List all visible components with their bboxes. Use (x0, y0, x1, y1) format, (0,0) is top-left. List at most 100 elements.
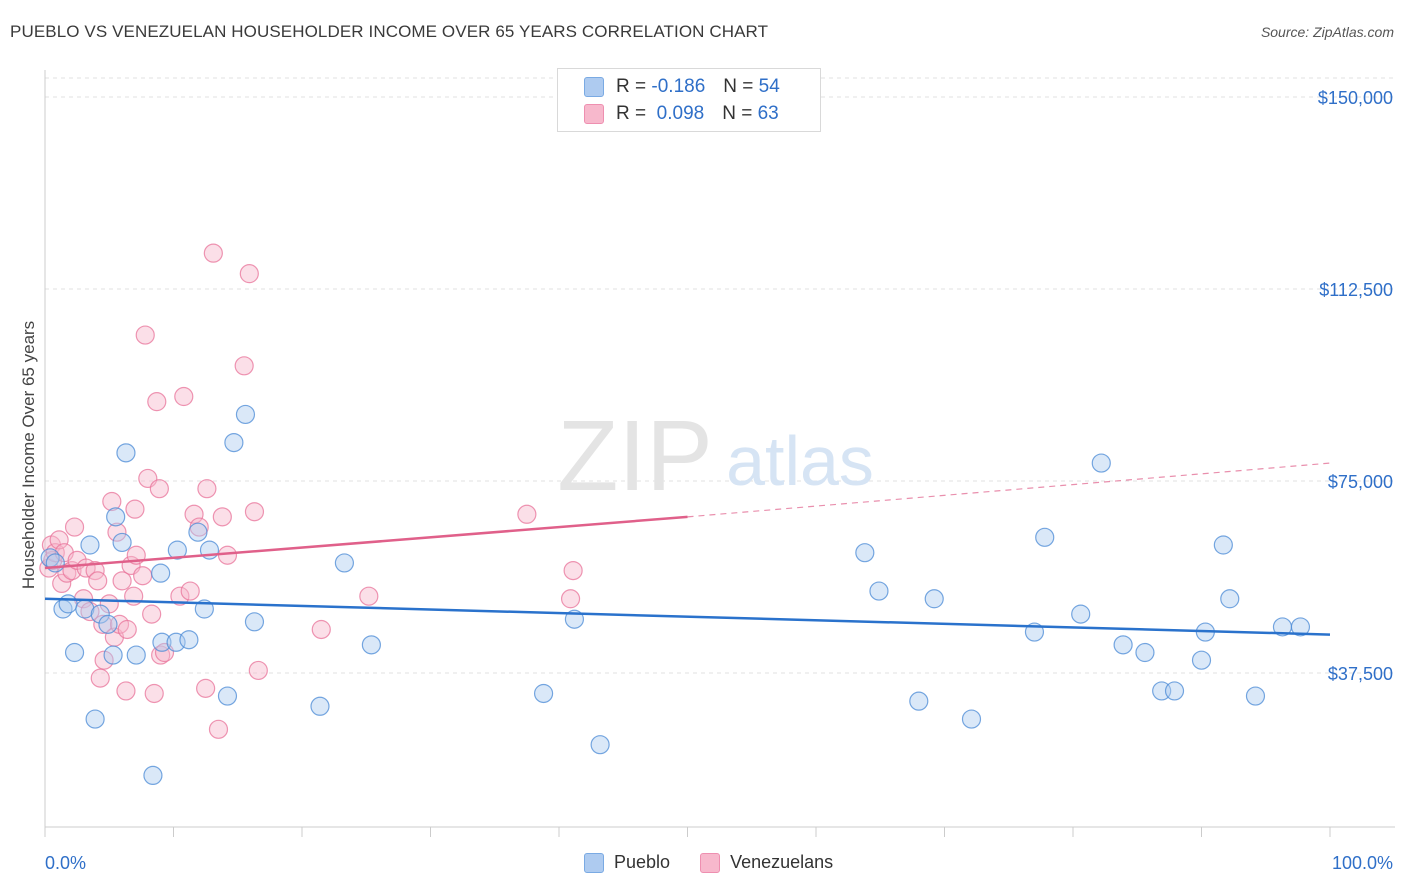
pueblo-point (80, 535, 100, 555)
pueblo-point (361, 635, 381, 655)
pueblo-point (45, 553, 65, 573)
pueblo-point (143, 765, 163, 786)
venezuelans-point (197, 479, 217, 499)
series-legend-item-pueblo: Pueblo (584, 852, 670, 873)
chart-title: PUEBLO VS VENEZUELAN HOUSEHOLDER INCOME … (10, 22, 769, 41)
venezuelans-point (203, 243, 223, 263)
venezuelans-point (102, 491, 122, 512)
venezuelans-point (184, 504, 204, 524)
axes (44, 70, 1395, 837)
venezuelans-point (180, 581, 200, 601)
pueblo-point (98, 614, 118, 634)
legend-n-value-pueblo: 54 (758, 76, 780, 97)
legend-swatch-venezuelans (584, 104, 604, 124)
y-tick-label: $37,500 (1328, 664, 1393, 684)
venezuelans-point (43, 550, 63, 570)
pueblo-point (151, 563, 171, 583)
legend-r-label: R = (616, 103, 647, 124)
pueblo-point (103, 645, 123, 665)
legend-n-label: N = (723, 76, 754, 97)
pueblo-point (1213, 535, 1233, 555)
y-tick-label: $150,000 (1318, 88, 1393, 108)
x-tick-label-max: 100.0% (1332, 853, 1393, 873)
y-tick-label: $75,000 (1328, 472, 1393, 492)
series-legend-item-venezuelans: Venezuelans (700, 852, 833, 873)
venezuelans-point (147, 392, 167, 412)
pueblo-point (167, 540, 187, 560)
legend-r-value-venezuelans: 0.098 (656, 103, 705, 124)
y-tick-label: $112,500 (1319, 280, 1393, 300)
watermark-zip: ZIP (557, 400, 713, 512)
x-tick-label-min: 0.0% (45, 853, 86, 873)
pueblo-point (188, 522, 208, 542)
pueblo-point (64, 642, 85, 663)
pueblo-point (112, 532, 132, 553)
pueblo-point (961, 709, 982, 729)
pueblo-point (235, 404, 256, 425)
pueblo-point (1091, 453, 1111, 473)
watermark-atlas: atlas (726, 422, 874, 500)
venezuelans-point (517, 504, 537, 524)
grid-lines (45, 77, 1395, 674)
correlation-legend: R = -0.186 N = 54 R = 0.098 N = 63 (557, 68, 821, 132)
series-label-pueblo: Pueblo (614, 852, 671, 872)
pueblo-point (244, 612, 265, 632)
venezuelans-point (208, 719, 229, 739)
venezuelans-point (149, 479, 169, 499)
venezuelans-point (359, 586, 379, 606)
pueblo-point (85, 709, 105, 729)
venezuelans-point (239, 264, 259, 284)
pueblo-point (1220, 589, 1240, 609)
venezuelans-trend-extension (687, 462, 1331, 518)
pueblo-point (116, 443, 136, 463)
pueblo-point (869, 581, 889, 601)
x-tick-labels: 0.0% 100.0% (45, 853, 1393, 873)
pueblo-point (310, 696, 330, 716)
venezuelans-point (144, 683, 164, 704)
legend-r-label: R = (616, 76, 647, 97)
venezuelans-point (170, 586, 190, 606)
pueblo-point (152, 632, 172, 652)
pueblo-point (1035, 527, 1055, 547)
legend-swatch-pueblo (584, 77, 604, 97)
pueblo-point (924, 589, 944, 609)
venezuelans-trend-line (44, 515, 688, 570)
venezuelans-point (107, 522, 127, 542)
venezuelans-point (52, 573, 72, 594)
source-credit: Source: ZipAtlas.com (1260, 24, 1394, 40)
pueblo-point (909, 691, 929, 711)
venezuelans-point (563, 560, 583, 581)
legend-row-venezuelans: R = 0.098 N = 63 (584, 101, 779, 127)
venezuelans-point (133, 566, 153, 586)
venezuelans-point (142, 604, 162, 624)
legend-n-label: N = (722, 103, 753, 124)
pueblo-point (106, 507, 126, 527)
venezuelans-point (64, 517, 85, 537)
venezuelans-point (116, 681, 136, 701)
pueblo-point (1290, 617, 1311, 637)
venezuelans-point (311, 619, 331, 640)
pueblo-point (533, 683, 554, 704)
pueblo-point (590, 735, 610, 755)
venezuelans-point (196, 678, 216, 698)
y-tick-labels: $37,500 $75,000 $112,500 $150,000 (1318, 88, 1393, 684)
pueblo-point (224, 433, 244, 453)
venezuelans-point (88, 571, 108, 591)
venezuelans-point (117, 619, 137, 640)
venezuelans-point (90, 668, 110, 688)
pueblo-point (1191, 650, 1212, 670)
pueblo-point (126, 645, 146, 665)
legend-n-value-venezuelans: 63 (757, 103, 779, 124)
venezuelans-point (248, 660, 268, 681)
venezuelans-point (212, 507, 232, 527)
pueblo-point (334, 553, 355, 573)
venezuelans-point (244, 502, 265, 522)
pueblo-point (1135, 642, 1155, 663)
venezuelans-point (112, 571, 132, 591)
zipatlas-watermark: ZIP atlas (557, 400, 874, 512)
pueblo-point (1113, 635, 1133, 655)
series-swatch-venezuelans (700, 852, 721, 873)
pueblo-point (90, 604, 110, 624)
pueblo-point (58, 594, 78, 614)
